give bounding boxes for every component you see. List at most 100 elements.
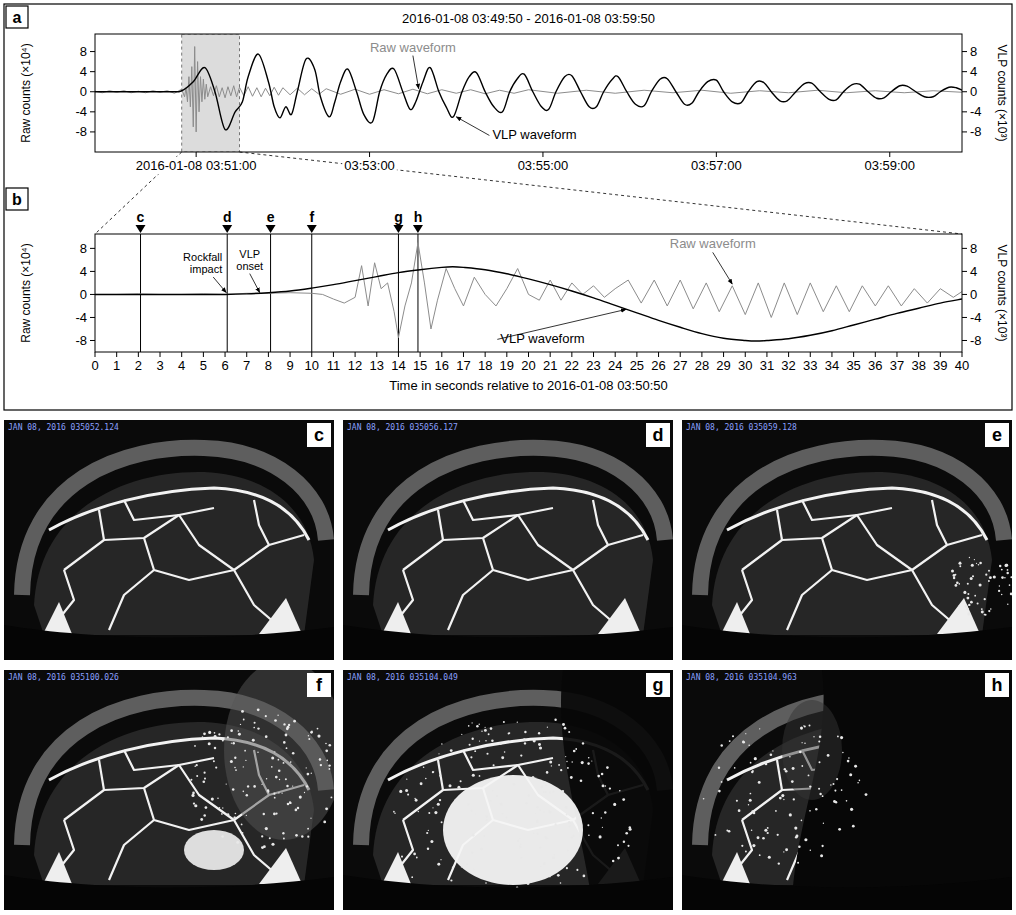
spatter [821,845,823,847]
spatter [798,845,801,848]
x-tick [420,352,421,357]
photo-timestamp: JAN 08, 2016 035104.049 [347,673,458,682]
spatter [779,797,782,800]
x-tick [745,352,746,357]
spatter [974,559,975,560]
spatter [274,751,275,752]
spatter [243,719,245,721]
spatter [562,723,565,726]
spatter [533,739,536,742]
spatter [554,718,556,720]
annotation-line: impact [190,263,222,275]
lava-lake [712,472,992,635]
spatter [582,742,584,744]
spatter [227,813,229,815]
spatter [325,743,327,745]
spatter [267,789,269,791]
x-tick [550,352,551,357]
lava-crack [787,570,832,630]
spatter [591,760,592,761]
x-tick-label: 21 [543,358,557,373]
spatter [476,725,479,728]
spatter [457,786,460,789]
series-label-arrow [456,117,489,136]
spatter [789,813,792,816]
label-patch [866,357,884,374]
spatter [809,810,811,812]
spatter [953,577,955,579]
spatter [274,719,277,722]
photo-letter: f [316,675,323,695]
spatter [847,760,850,763]
spatter [311,731,313,733]
y-tick [90,111,95,112]
label-patch [606,357,624,374]
label-patch [325,357,343,374]
spatter [222,807,223,808]
spatter [566,761,567,762]
foreground-rim [4,875,334,910]
label-patch [133,357,144,374]
y2-tick [962,111,967,112]
x-tick-label: 3 [156,358,163,373]
spatter [966,597,969,600]
spatter [801,742,802,743]
spatter [1012,599,1013,601]
spatter [564,727,567,730]
spatter [785,770,788,773]
spatter [233,816,235,818]
series-label: Raw waveform [670,236,756,251]
label-patch [476,357,494,374]
plot-frame [95,34,962,152]
spatter [245,760,246,761]
label-patch [411,357,429,374]
x-axis-title: Time in seconds relative to 2016-01-08 0… [389,378,667,393]
spatter [407,794,409,796]
spatter [732,735,734,737]
y2-tick-label: -8 [970,333,982,348]
spatter [235,813,237,815]
x-tick [636,352,637,357]
spatter [1010,593,1012,596]
spatter [623,840,625,842]
lava-crack [254,500,269,545]
spatter [951,569,954,572]
spatter [214,732,216,734]
y2-tick [962,317,967,318]
spatter [783,799,784,800]
spatter [434,811,437,814]
spatter [471,810,473,812]
spatter [967,583,969,585]
spatter [795,836,798,839]
y-tick [90,51,95,52]
spatter [809,725,811,727]
photo-timestamp: JAN 08, 2016 035104.963 [686,673,797,682]
y-tick-label: -8 [75,333,87,348]
spatter [194,766,196,768]
x-tick-label: 40 [955,358,969,373]
spatter [1001,569,1003,571]
spatter [543,862,546,865]
label-patch [909,357,927,374]
spatter [227,736,229,738]
photo-letter: c [314,425,324,445]
photo-letter: h [992,675,1003,695]
spatter [500,803,503,806]
spatter [192,792,195,795]
spatter [750,762,752,764]
spatter [566,867,568,869]
spatter [567,849,569,851]
lava-glow [44,602,72,634]
panel-letter-box [6,188,28,210]
spatter [215,767,217,769]
spatter [959,565,961,567]
spatter [517,840,519,842]
lava-crack [593,500,608,545]
x-tick [506,352,507,357]
spatter [420,782,423,785]
label-patch [368,357,386,374]
lava-glow [383,602,411,634]
spatter [1001,576,1004,579]
spatter [527,882,530,885]
spatter [308,735,309,736]
